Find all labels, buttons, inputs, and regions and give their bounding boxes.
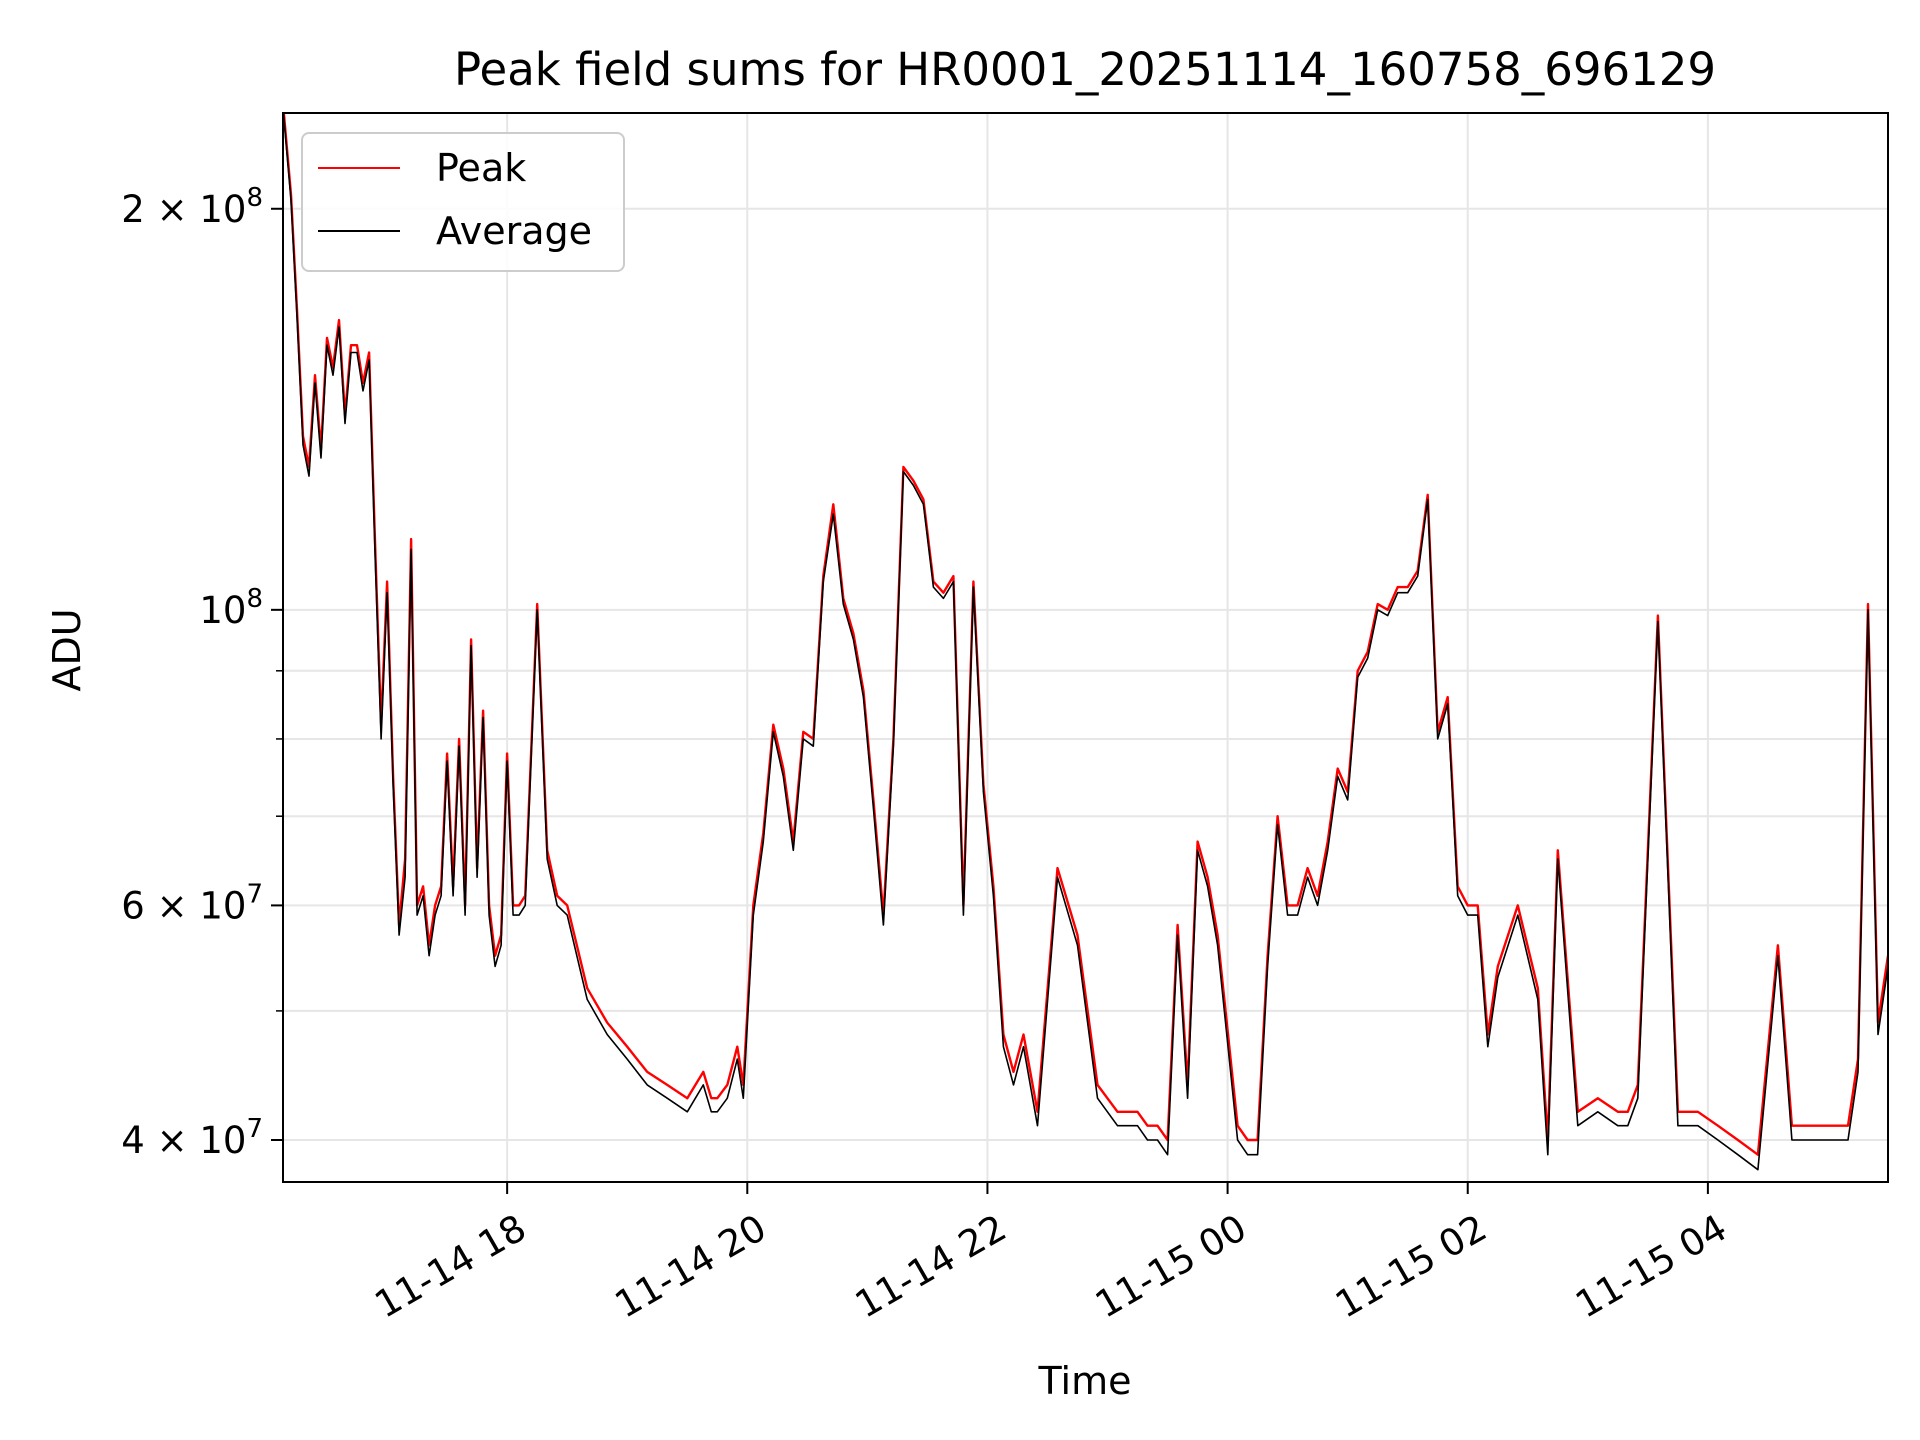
y-tick-label: 2 × 108 — [121, 183, 263, 231]
y-axis-label: ADU — [45, 608, 89, 691]
series-line-average — [283, 113, 1888, 1171]
series-line-peak — [283, 113, 1888, 1156]
y-tick-label: 4 × 107 — [121, 1114, 263, 1162]
legend: Peak Average — [301, 132, 625, 272]
legend-label-average: Average — [436, 209, 592, 253]
legend-label-peak: Peak — [436, 146, 526, 190]
y-tick-label: 108 — [199, 584, 263, 632]
grid-lines — [283, 113, 1888, 1182]
x-axis-label: Time — [1038, 1359, 1132, 1403]
plot-area-frame — [282, 112, 1889, 1183]
chart-title: Peak field sums for HR0001_20251114_1607… — [454, 43, 1716, 96]
plot-lines — [283, 113, 1888, 1171]
y-tick-label: 6 × 107 — [121, 879, 263, 927]
y-axis-ticks: 4 × 107 6 × 107 108 2 × 108 — [121, 183, 283, 1162]
